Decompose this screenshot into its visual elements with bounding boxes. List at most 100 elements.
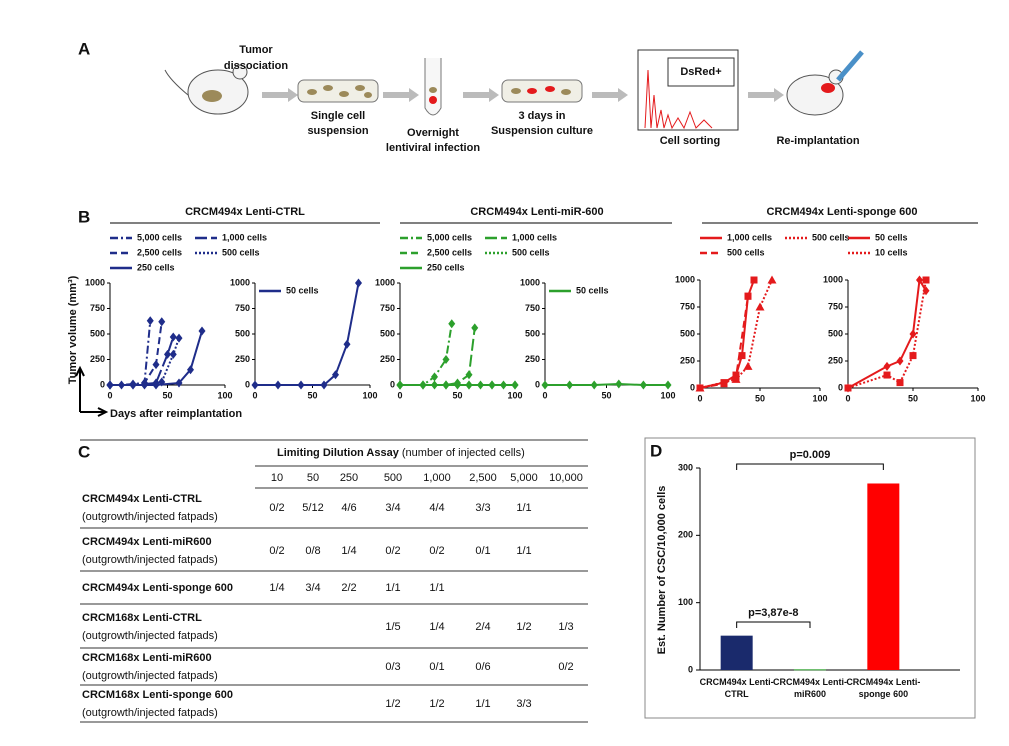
y-tick-label: 250 bbox=[380, 354, 395, 364]
step-label: Tumor bbox=[239, 44, 273, 56]
x-tick-label: 100 bbox=[362, 390, 377, 400]
series-line bbox=[400, 323, 453, 386]
legend-label: 2,500 cells bbox=[137, 247, 182, 257]
y-axis-label: Est. Number of CSC/10,000 cells bbox=[656, 486, 668, 655]
group-title: CRCM494x Lenti-sponge 600 bbox=[767, 206, 918, 218]
series-line bbox=[110, 330, 203, 386]
table-cell: 0/6 bbox=[475, 661, 490, 673]
bar bbox=[794, 669, 826, 671]
y-tick-label: 0 bbox=[688, 664, 693, 674]
column-header: 10 bbox=[271, 472, 283, 484]
x-tick-label: CRCM494x Lenti-miR600 bbox=[773, 677, 847, 699]
table-cell: 1/4 bbox=[269, 582, 284, 594]
y-axis-label: Tumor volume (mm³) bbox=[67, 275, 79, 384]
arrow-head bbox=[489, 88, 499, 102]
y-tick-label: 1000 bbox=[675, 274, 695, 284]
row-subtitle: (outgrowth/injected fatpads) bbox=[82, 630, 218, 642]
y-tick-label: 500 bbox=[680, 328, 695, 338]
data-point bbox=[198, 326, 206, 336]
table-cell: 0/8 bbox=[305, 545, 320, 557]
x-tick-label: 0 bbox=[845, 393, 850, 403]
y-tick-label: 250 bbox=[680, 355, 695, 365]
y-tick-label: 0 bbox=[690, 382, 695, 392]
table-cell: 1/2 bbox=[429, 698, 444, 710]
data-point bbox=[146, 316, 154, 326]
x-tick-label: 0 bbox=[107, 390, 112, 400]
table-title: Limiting Dilution Assay bbox=[277, 447, 400, 459]
x-tick-label: 50 bbox=[755, 393, 765, 403]
table-cell: 3/4 bbox=[385, 502, 400, 514]
data-point bbox=[731, 374, 741, 383]
x-axis-label: Days after reimplantation bbox=[110, 408, 242, 420]
x-tick-label: 50 bbox=[908, 393, 918, 403]
table-cell: 1/3 bbox=[558, 621, 573, 633]
series-line bbox=[110, 320, 152, 386]
table-cell: 0/3 bbox=[385, 661, 400, 673]
table-cell: 0/2 bbox=[269, 502, 284, 514]
panel-label: C bbox=[78, 442, 90, 461]
y-tick-label: 1000 bbox=[823, 274, 843, 284]
table-cell: 1/2 bbox=[385, 698, 400, 710]
data-point bbox=[396, 380, 404, 390]
row-subtitle: (outgrowth/injected fatpads) bbox=[82, 554, 218, 566]
legend-label: 500 cells bbox=[727, 247, 765, 257]
series-line bbox=[110, 336, 175, 386]
tube bbox=[424, 58, 442, 116]
data-point bbox=[471, 323, 479, 333]
table-cell: 1/1 bbox=[516, 545, 531, 557]
data-point bbox=[767, 275, 777, 284]
data-point bbox=[297, 380, 305, 390]
row-name: CRCM168x Lenti-CTRL bbox=[82, 612, 202, 624]
y-tick-label: 0 bbox=[245, 379, 250, 389]
panel-label: B bbox=[78, 207, 90, 226]
legend-label: 50 cells bbox=[576, 285, 609, 295]
data-point bbox=[664, 380, 672, 390]
data-point bbox=[896, 356, 904, 366]
legend-label: 1,000 cells bbox=[512, 232, 557, 242]
mouse-ear bbox=[232, 64, 248, 80]
arrow-head bbox=[618, 88, 628, 102]
data-point bbox=[343, 339, 351, 349]
data-point bbox=[590, 380, 598, 390]
x-tick-label: CRCM494x Lenti-sponge 600 bbox=[846, 677, 920, 699]
table-cell: 1/1 bbox=[429, 582, 444, 594]
legend-label: 5,000 cells bbox=[137, 232, 182, 242]
data-point bbox=[916, 275, 923, 285]
legend-label: 2,500 cells bbox=[427, 247, 472, 257]
data-point bbox=[129, 380, 137, 390]
data-point bbox=[755, 302, 765, 311]
step-label: dissociation bbox=[224, 60, 288, 72]
y-tick-label: 1000 bbox=[375, 277, 395, 287]
x-tick-label: 100 bbox=[812, 393, 827, 403]
series-line bbox=[255, 282, 360, 386]
step-label: suspension bbox=[307, 125, 368, 137]
legend-label: 50 cells bbox=[875, 232, 908, 242]
step-label: Suspension culture bbox=[491, 125, 593, 137]
data-point bbox=[883, 361, 891, 371]
bar bbox=[867, 483, 900, 670]
y-tick-label: 250 bbox=[828, 355, 843, 365]
table-cell: 4/4 bbox=[429, 502, 444, 514]
data-point bbox=[169, 349, 177, 359]
step-label: DsRed+ bbox=[680, 66, 721, 78]
y-tick-label: 0 bbox=[390, 379, 395, 389]
data-point bbox=[922, 276, 930, 284]
column-header: 1,000 bbox=[423, 472, 451, 484]
data-point bbox=[448, 319, 456, 329]
table-header: Limiting Dilution Assay (number of injec… bbox=[277, 447, 525, 459]
arrow-head bbox=[288, 88, 298, 102]
y-tick-label: 500 bbox=[235, 328, 250, 338]
infected-cell bbox=[429, 96, 437, 104]
legend-label: 50 cells bbox=[286, 285, 319, 295]
y-tick-label: 750 bbox=[525, 303, 540, 313]
step-label: 3 days in bbox=[518, 110, 565, 122]
y-tick-label: 1000 bbox=[230, 277, 250, 287]
y-tick-label: 250 bbox=[235, 354, 250, 364]
bar bbox=[720, 635, 753, 670]
table-cell: 3/3 bbox=[475, 502, 490, 514]
panel-label: D bbox=[650, 441, 662, 460]
table-cell: 0/2 bbox=[558, 661, 573, 673]
x-tick-label: 100 bbox=[660, 390, 675, 400]
x-tick-label: 0 bbox=[252, 390, 257, 400]
y-tick-label: 750 bbox=[235, 303, 250, 313]
